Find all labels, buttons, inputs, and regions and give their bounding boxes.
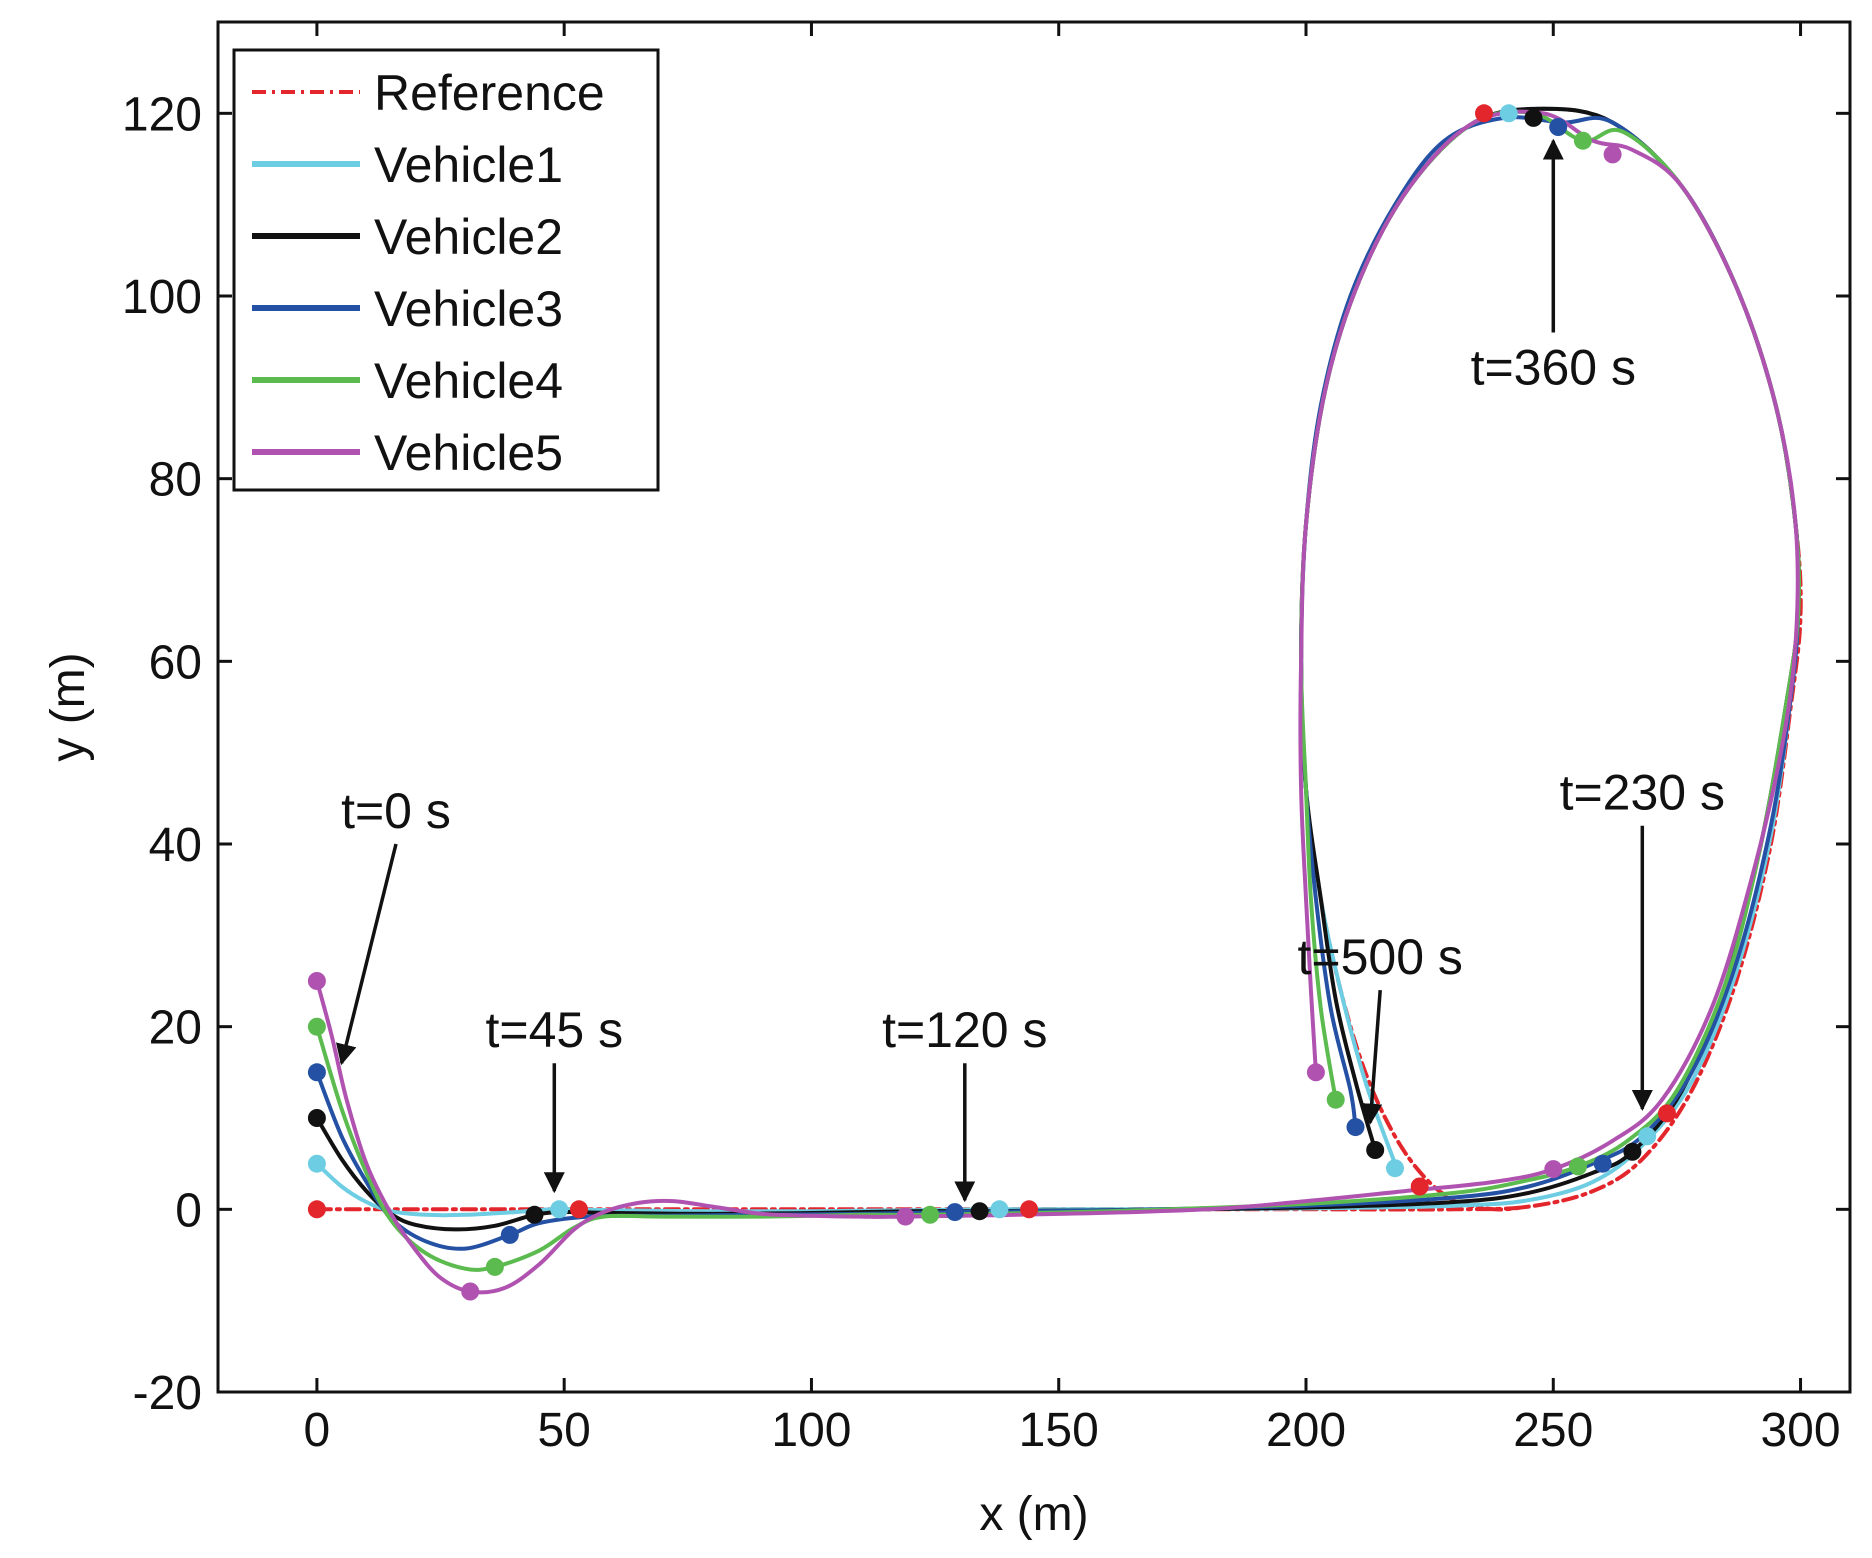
x-axis-label: x (m) [979,1488,1088,1541]
marker-vehicle2 [1366,1141,1385,1159]
marker-vehicle1 [990,1200,1009,1219]
marker-reference [570,1200,588,1219]
x-tick-label: 100 [771,1404,851,1457]
annotation-label: t=360 s [1471,340,1636,396]
y-tick-label: -20 [133,1367,202,1420]
marker-vehicle2 [525,1205,544,1224]
marker-vehicle5 [461,1282,480,1301]
y-tick-label: 80 [149,454,202,507]
tick-layer: 0 50 100 150 200 250 300 -20 0 20 40 60 80 100 120 [122,22,1850,1457]
legend-label-vehicle5: Vehicle5 [374,425,563,481]
marker-vehicle5 [307,972,326,990]
legend-label-vehicle4: Vehicle4 [374,353,563,409]
marker-vehicle4 [1326,1090,1345,1109]
marker-vehicle1 [550,1200,569,1219]
marker-vehicle4 [1573,131,1592,150]
marker-layer [307,104,1676,1301]
marker-vehicle2 [1623,1142,1642,1161]
y-tick-label: 0 [175,1184,202,1237]
marker-reference [1410,1177,1429,1196]
marker-vehicle5 [1603,145,1622,164]
annotation-label: t=500 s [1297,929,1462,985]
annotation-label: t=230 s [1560,765,1725,821]
marker-vehicle3 [307,1063,326,1082]
marker-vehicle2 [970,1202,989,1221]
annotation-label: t=120 s [882,1002,1047,1058]
marker-reference [1020,1200,1039,1219]
annotation-label: t=0 s [341,783,451,839]
marker-vehicle3 [1593,1154,1612,1173]
marker-vehicle4 [1569,1157,1587,1176]
marker-vehicle1 [1499,104,1518,123]
annotation-label: t=45 s [485,1002,623,1058]
marker-reference [1475,104,1493,123]
marker-vehicle3 [1549,118,1568,136]
marker-vehicle5 [1306,1063,1325,1082]
legend-label-vehicle1: Vehicle1 [374,137,563,193]
marker-reference [1658,1104,1676,1123]
x-tick-label: 250 [1513,1404,1593,1457]
marker-vehicle1 [1386,1159,1404,1178]
marker-vehicle3 [945,1203,964,1222]
x-tick-label: 300 [1760,1404,1840,1457]
legend-label-vehicle2: Vehicle2 [374,209,563,265]
marker-vehicle3 [1346,1118,1365,1137]
marker-vehicle1 [307,1154,326,1173]
marker-reference [307,1200,326,1219]
marker-vehicle5 [1544,1160,1563,1179]
marker-vehicle4 [921,1205,940,1224]
annotation-arrow [335,843,398,1066]
annotation-layer: t=0 s t=45 s t=120 s t=500 s t=230 s t=360 s [335,138,1725,1203]
marker-vehicle2 [307,1109,326,1127]
x-tick-label: 150 [1019,1404,1099,1457]
plot-area-frame [216,20,1852,1394]
y-tick-label: 40 [149,819,202,872]
legend-label-vehicle3: Vehicle3 [374,281,563,337]
x-tick-label: 200 [1266,1404,1346,1457]
marker-vehicle1 [1638,1127,1657,1146]
marker-vehicle2 [1524,108,1543,127]
y-tick-label: 60 [149,636,202,689]
legend: Reference Vehicle1 Vehicle2 Vehicle3 Vehicle… [232,48,660,492]
marker-vehicle5 [896,1207,915,1226]
y-tick-label: 100 [122,271,202,324]
annotation-arrow [1361,989,1383,1125]
x-tick-label: 0 [304,1404,331,1457]
marker-vehicle3 [500,1225,519,1244]
y-axis-label: y (m) [42,652,95,761]
x-tick-label: 50 [537,1404,590,1457]
y-tick-label: 120 [122,88,202,141]
series-line-vehicle5 [314,109,1800,1295]
legend-box [232,48,660,492]
legend-label-reference: Reference [374,65,605,121]
marker-vehicle4 [485,1257,504,1276]
marker-vehicle4 [307,1017,326,1036]
y-tick-label: 20 [149,1002,202,1055]
legend-items: Reference Vehicle1 Vehicle2 Vehicle3 Vehicle… [252,65,605,481]
